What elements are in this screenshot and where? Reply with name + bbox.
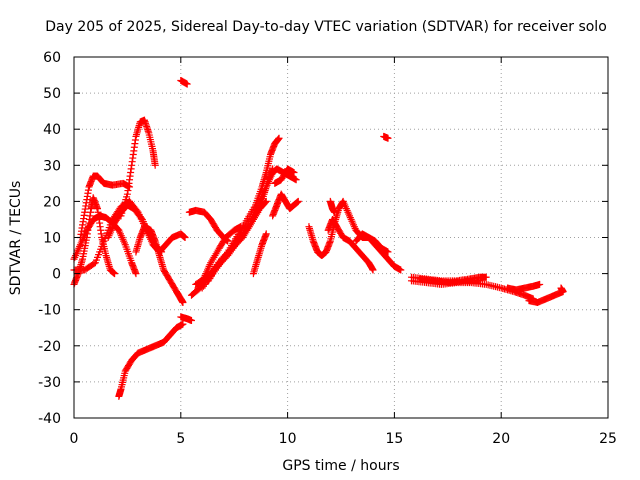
series-arc-3 [76,172,134,241]
y-tick-label: 0 [52,267,61,283]
y-tick-label: -30 [38,375,61,391]
series-arc-19 [271,165,298,187]
y-tick-label: 20 [43,194,61,210]
data-point [482,273,490,281]
series-arc-8 [115,320,187,400]
data-point [275,134,283,142]
series-arc-7 [132,223,187,306]
x-axis-label: GPS time / hours [282,458,399,474]
y-tick-label: 40 [43,122,61,138]
data-point [290,169,298,177]
data-point [397,266,405,274]
data-point [132,270,140,278]
data-point [90,260,98,268]
data-point [179,320,187,328]
data-point [111,270,119,278]
data-point [261,198,269,206]
x-tick-label: 20 [492,431,510,447]
y-tick-label: 50 [43,86,61,102]
series-arc-18 [269,190,302,220]
chart-title: Day 205 of 2025, Sidereal Day-to-day VTE… [45,19,607,35]
data-point [179,298,187,306]
data-point [384,134,392,142]
series-arc-17 [249,230,270,278]
data-point [225,249,233,257]
x-tick-label: 25 [599,431,617,447]
x-tick-label: 0 [70,431,79,447]
series-arc-6 [117,116,159,220]
data-point [557,284,565,292]
y-axis-ticks: -40 -30 -20 -10 0 10 20 30 40 50 60 [38,50,608,427]
series-arc-27 [416,275,484,287]
data-point [187,317,195,325]
y-tick-label: -10 [38,303,61,319]
x-tick-label: 5 [176,431,185,447]
series-arc-21 [324,215,377,274]
data-point [369,266,377,274]
data-point [181,234,189,241]
y-tick-label: 60 [43,50,61,66]
data-points [70,76,567,400]
series-arc-28 [504,280,544,294]
x-axis-ticks: 0 5 10 15 20 25 [70,57,617,447]
data-point [137,214,145,222]
series-arc-23 [352,230,405,274]
series-arc-15 [194,223,245,292]
data-point [292,176,300,184]
data-point [384,248,392,256]
x-tick-label: 15 [385,431,403,447]
series-arc-10 [177,76,191,88]
data-point [262,230,270,238]
y-axis-label: SDTVAR / TECUs [8,181,24,296]
y-tick-label: -20 [38,339,61,355]
series-arc-29 [525,284,567,306]
data-point [151,161,159,169]
data-point [294,197,302,205]
y-tick-label: 10 [43,231,61,247]
x-tick-label: 10 [279,431,297,447]
series-arc-1 [70,194,119,288]
data-point [183,80,191,88]
series-arc-9 [177,313,195,325]
y-tick-label: 30 [43,158,61,174]
data-point [536,280,544,288]
series-arc-22 [326,197,339,216]
data-point [476,277,484,285]
data-point [331,208,339,216]
y-tick-label: -40 [38,411,61,427]
series-arc-24 [380,132,392,142]
data-point [199,275,207,283]
